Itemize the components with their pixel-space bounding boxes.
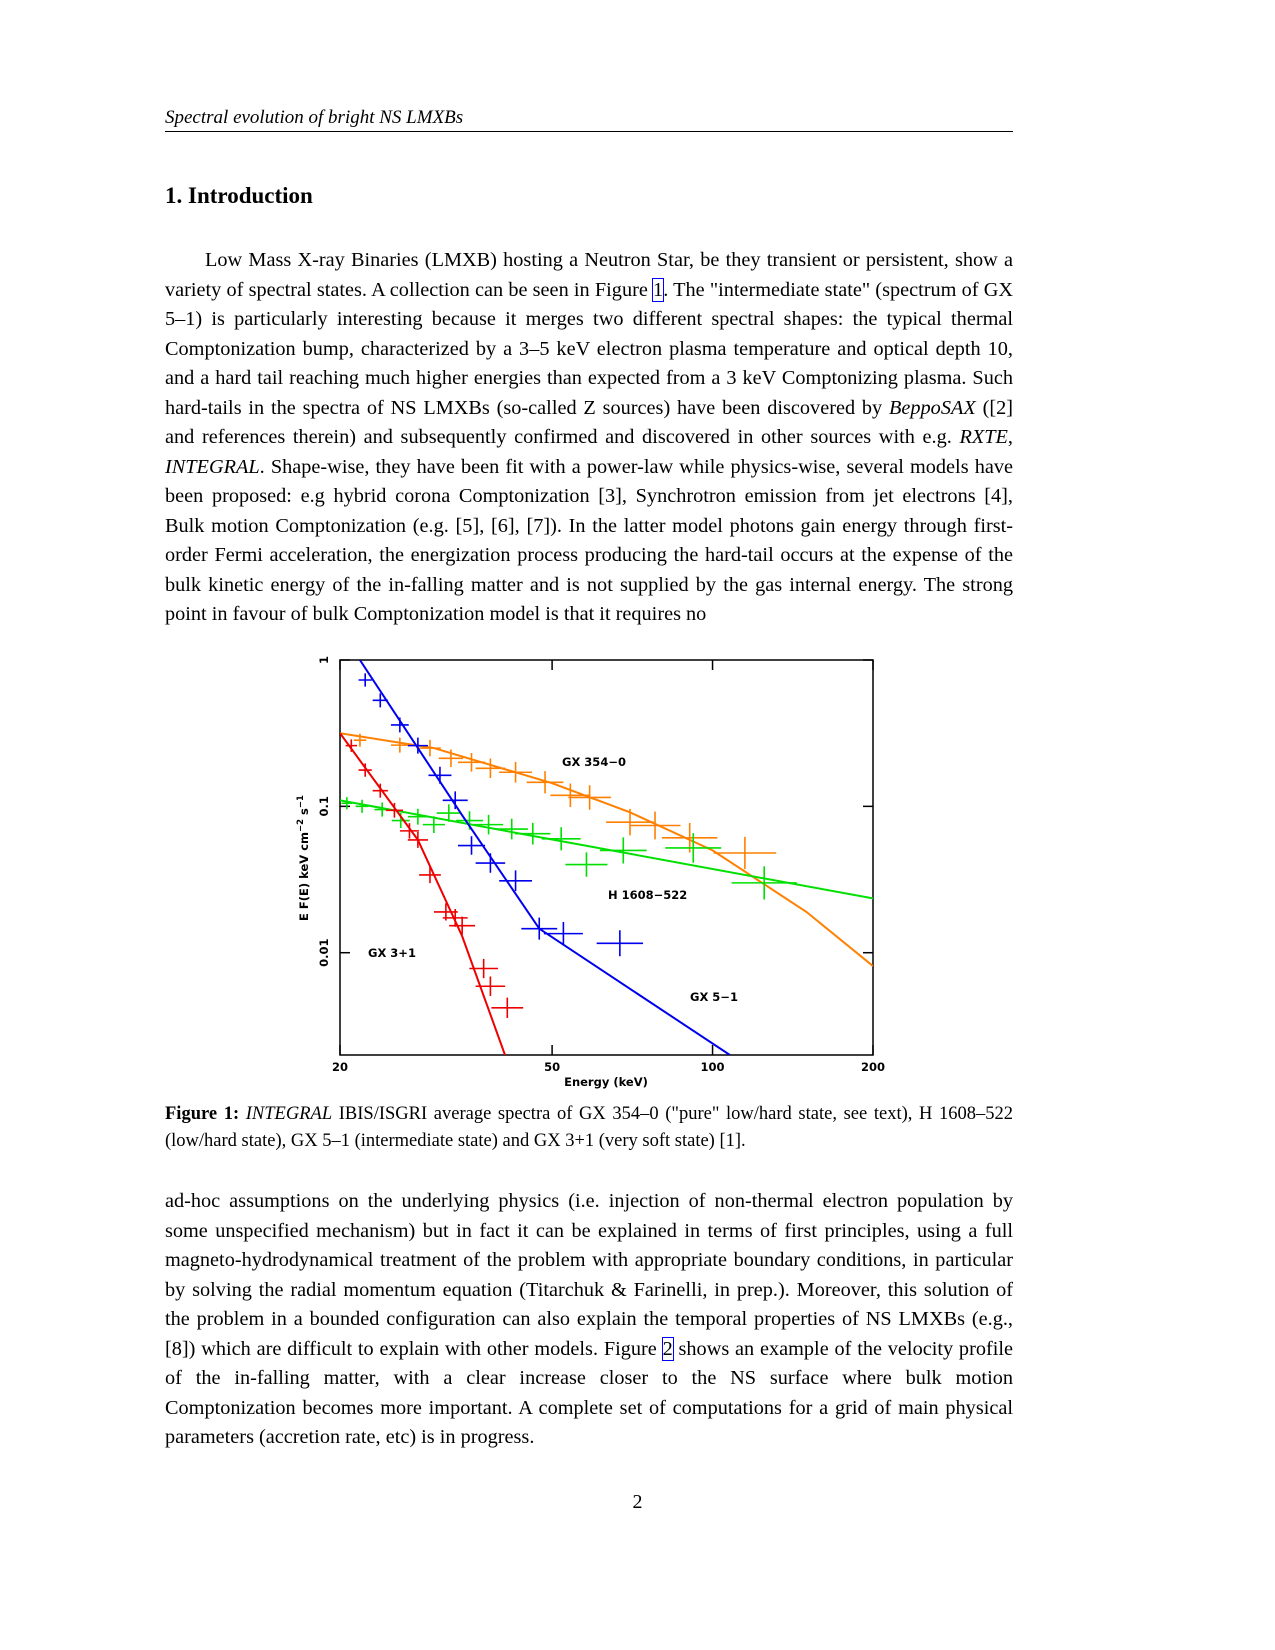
figure-link[interactable]: 1: [652, 277, 665, 302]
y-axis-label: E F(E) keV cm−2 s−1: [296, 795, 311, 921]
x-tick-label: 100: [701, 1060, 725, 1074]
data-point: [407, 831, 428, 848]
data-point: [475, 976, 506, 996]
series-label: GX 354−0: [562, 755, 626, 769]
y-tick-label: 0.1: [317, 796, 331, 816]
y-tick-label: 0.01: [317, 939, 331, 967]
caption-label: Figure 1:: [165, 1104, 240, 1124]
data-point: [457, 753, 486, 772]
data-point: [449, 916, 476, 935]
y-tick-label: 1: [317, 656, 331, 664]
data-point: [457, 836, 486, 855]
data-point: [419, 739, 441, 757]
x-tick-label: 50: [544, 1060, 560, 1074]
data-point: [353, 733, 367, 747]
section-heading: 1. Introduction: [165, 183, 313, 208]
text: INTEGRAL: [245, 1104, 333, 1124]
series-label: GX 5−1: [690, 990, 738, 1004]
text: Low Mass X-ray Binaries (LMXB) hosting a…: [165, 249, 1013, 301]
model-line: [340, 732, 506, 1055]
data-point: [543, 922, 583, 946]
x-tick-label: 200: [861, 1060, 885, 1074]
data-point: [475, 853, 506, 873]
y-label-sup: −1: [296, 795, 306, 808]
data-point: [473, 814, 504, 835]
data-point: [665, 833, 722, 863]
data-point: [491, 997, 524, 1019]
data-point: [372, 783, 388, 798]
data-point: [541, 827, 581, 851]
figure-caption: Figure 1: INTEGRAL IBIS/ISGRI average sp…: [165, 1101, 1013, 1155]
data-point: [390, 717, 409, 733]
text: RXTE: [959, 426, 1008, 448]
data-point: [399, 823, 419, 839]
model-line: [340, 799, 873, 900]
text: . Shape-wise, they have been fit with a …: [165, 455, 1013, 626]
data-point: [442, 908, 468, 927]
data-point: [515, 822, 551, 845]
data-point: [436, 804, 461, 822]
data-point: [521, 917, 558, 940]
data-point: [407, 808, 428, 825]
data-point: [596, 930, 644, 957]
y-label-part: E F(E) keV cm: [297, 832, 311, 921]
data-point: [422, 816, 445, 833]
data-point: [438, 749, 464, 768]
data-point: [495, 818, 528, 840]
model-line: [359, 660, 731, 1055]
text: INTEGRAL: [165, 455, 260, 478]
x-tick-label: 20: [332, 1060, 348, 1074]
y-label-part: s: [297, 808, 311, 819]
data-point: [385, 802, 403, 818]
data-point: [428, 766, 452, 784]
series-label: H 1608−522: [608, 888, 687, 902]
data-point: [713, 836, 777, 870]
data-point: [469, 958, 498, 979]
data-point: [390, 737, 409, 753]
x-axis-label: Energy (keV): [564, 1075, 648, 1089]
data-point: [731, 866, 797, 900]
text: shows an example of the velocity profile…: [165, 1337, 1013, 1449]
data-point: [345, 739, 358, 752]
figure-link[interactable]: 2: [661, 1336, 674, 1361]
page-number: 2: [632, 1491, 643, 1513]
data-point: [499, 870, 532, 892]
text: BeppoSAX: [889, 396, 976, 419]
data-point: [599, 837, 647, 864]
y-label-sup: −2: [296, 819, 306, 832]
data-point: [358, 673, 372, 687]
text: ,: [1007, 426, 1013, 448]
data-point: [629, 811, 681, 840]
data-point: [419, 866, 441, 884]
text: IBIS/ISGRI average spectra of GX 354–0 (…: [165, 1104, 1013, 1151]
data-point: [568, 785, 611, 810]
paragraph: Low Mass X-ray Binaries (LMXB) hosting a…: [165, 246, 1013, 630]
data-point: [475, 758, 506, 779]
data-point: [358, 763, 372, 777]
data-point: [341, 797, 353, 810]
text: ad-hoc assumptions on the underlying phy…: [165, 1190, 1013, 1360]
data-point: [442, 791, 468, 810]
data-point: [526, 771, 564, 794]
data-point: [499, 761, 532, 783]
data-point: [355, 799, 369, 813]
data-point: [407, 737, 428, 754]
text: . The "intermediate state" (spectrum of …: [165, 278, 1013, 419]
text: ([2] and references therein) and subsequ…: [165, 396, 1013, 449]
data-point: [606, 808, 654, 836]
data-point: [565, 852, 608, 877]
plot-frame: [339, 659, 874, 1056]
paragraph: ad-hoc assumptions on the underlying phy…: [165, 1187, 1013, 1453]
running-header: Spectral evolution of bright NS LMXBs: [165, 107, 464, 128]
data-point: [372, 693, 388, 708]
header-rule: [165, 131, 1013, 132]
series-label: GX 3+1: [368, 946, 416, 960]
data-point: [550, 783, 591, 808]
